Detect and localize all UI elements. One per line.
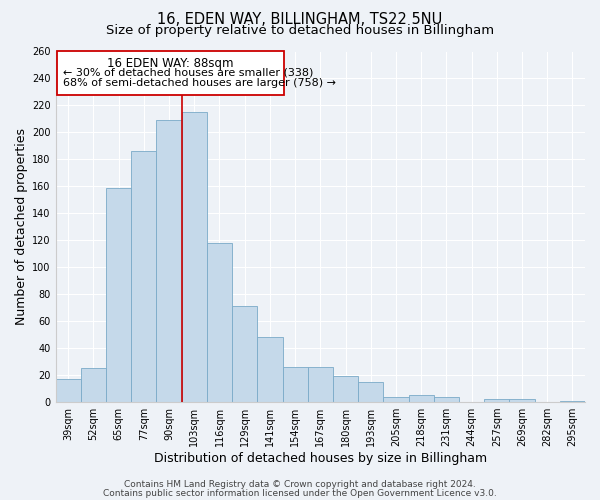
- Bar: [182, 112, 207, 402]
- Bar: [257, 338, 283, 402]
- Text: Contains public sector information licensed under the Open Government Licence v3: Contains public sector information licen…: [103, 488, 497, 498]
- Bar: [207, 243, 232, 402]
- Bar: [509, 400, 535, 402]
- Bar: [283, 367, 308, 402]
- FancyBboxPatch shape: [57, 52, 284, 94]
- X-axis label: Distribution of detached houses by size in Billingham: Distribution of detached houses by size …: [154, 452, 487, 465]
- Bar: [106, 188, 131, 402]
- Bar: [333, 376, 358, 402]
- Bar: [131, 152, 157, 402]
- Y-axis label: Number of detached properties: Number of detached properties: [15, 128, 28, 326]
- Text: 16, EDEN WAY, BILLINGHAM, TS22 5NU: 16, EDEN WAY, BILLINGHAM, TS22 5NU: [157, 12, 443, 28]
- Bar: [232, 306, 257, 402]
- Bar: [358, 382, 383, 402]
- Text: 68% of semi-detached houses are larger (758) →: 68% of semi-detached houses are larger (…: [63, 78, 336, 88]
- Bar: [157, 120, 182, 402]
- Bar: [484, 400, 509, 402]
- Text: Size of property relative to detached houses in Billingham: Size of property relative to detached ho…: [106, 24, 494, 37]
- Bar: [308, 367, 333, 402]
- Bar: [56, 379, 81, 402]
- Bar: [560, 400, 585, 402]
- Bar: [409, 396, 434, 402]
- Bar: [434, 396, 459, 402]
- Text: ← 30% of detached houses are smaller (338): ← 30% of detached houses are smaller (33…: [63, 68, 314, 78]
- Text: Contains HM Land Registry data © Crown copyright and database right 2024.: Contains HM Land Registry data © Crown c…: [124, 480, 476, 489]
- Text: 16 EDEN WAY: 88sqm: 16 EDEN WAY: 88sqm: [107, 57, 233, 70]
- Bar: [383, 396, 409, 402]
- Bar: [81, 368, 106, 402]
